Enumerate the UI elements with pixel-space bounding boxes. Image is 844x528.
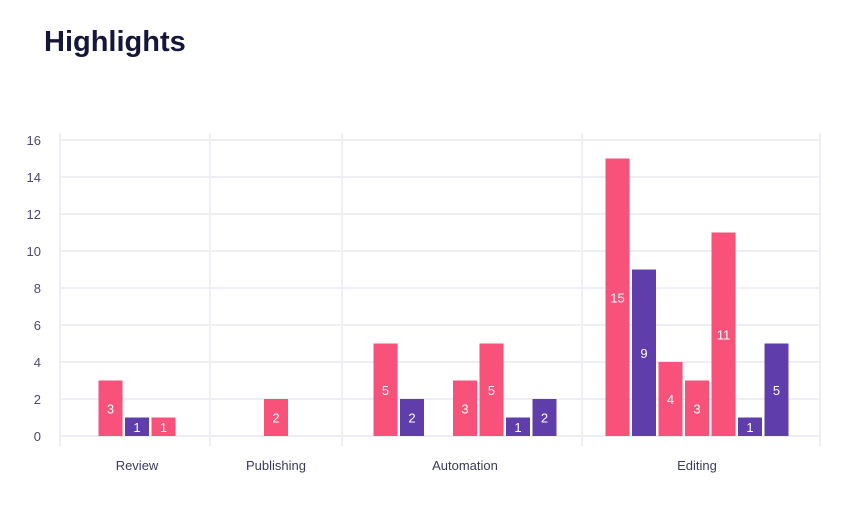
x-category-label: Publishing bbox=[246, 458, 306, 473]
bar bbox=[125, 417, 149, 436]
bar-value-label: 1 bbox=[514, 420, 521, 435]
bar bbox=[506, 417, 530, 436]
bar bbox=[764, 343, 789, 436]
y-tick-label: 2 bbox=[34, 392, 41, 407]
bar-value-label: 5 bbox=[488, 383, 495, 398]
bar-value-label: 2 bbox=[272, 411, 279, 426]
y-tick-label: 6 bbox=[34, 318, 41, 333]
bar-value-label: 1 bbox=[133, 420, 140, 435]
bar bbox=[605, 158, 630, 436]
y-tick-label: 16 bbox=[27, 133, 41, 148]
bar bbox=[264, 399, 288, 436]
x-category-label: Automation bbox=[432, 458, 498, 473]
bar-value-label: 5 bbox=[382, 383, 389, 398]
y-tick-label: 14 bbox=[27, 170, 41, 185]
bar bbox=[632, 269, 656, 436]
bar bbox=[373, 343, 398, 436]
y-tick-label: 0 bbox=[34, 429, 41, 444]
bar-value-label: 1 bbox=[160, 420, 167, 435]
bar-value-label: 1 bbox=[746, 420, 753, 435]
bar-value-label: 2 bbox=[408, 411, 415, 426]
bar-value-label: 4 bbox=[667, 392, 674, 407]
bar-value-label: 2 bbox=[541, 411, 548, 426]
x-category-label: Review bbox=[116, 458, 159, 473]
page-title: Highlights bbox=[44, 26, 186, 58]
y-tick-label: 4 bbox=[34, 355, 41, 370]
bar-value-label: 11 bbox=[717, 327, 731, 342]
bar bbox=[738, 417, 762, 436]
y-tick-label: 12 bbox=[27, 207, 41, 222]
bar bbox=[685, 380, 709, 436]
bar bbox=[98, 380, 123, 436]
bar bbox=[453, 380, 477, 436]
y-tick-label: 8 bbox=[34, 281, 41, 296]
bar-value-label: 3 bbox=[107, 401, 114, 416]
bar bbox=[532, 399, 557, 436]
x-category-label: Editing bbox=[677, 458, 717, 473]
bar bbox=[479, 343, 504, 436]
bar-value-label: 9 bbox=[640, 346, 647, 361]
bar bbox=[151, 417, 176, 436]
bar-value-label: 3 bbox=[693, 401, 700, 416]
bar-value-label: 3 bbox=[461, 401, 468, 416]
bar bbox=[658, 362, 683, 436]
bar bbox=[711, 232, 736, 436]
bar-value-label: 15 bbox=[610, 290, 624, 305]
bar bbox=[400, 399, 424, 436]
bar-value-label: 5 bbox=[773, 383, 780, 398]
y-tick-label: 10 bbox=[27, 244, 41, 259]
